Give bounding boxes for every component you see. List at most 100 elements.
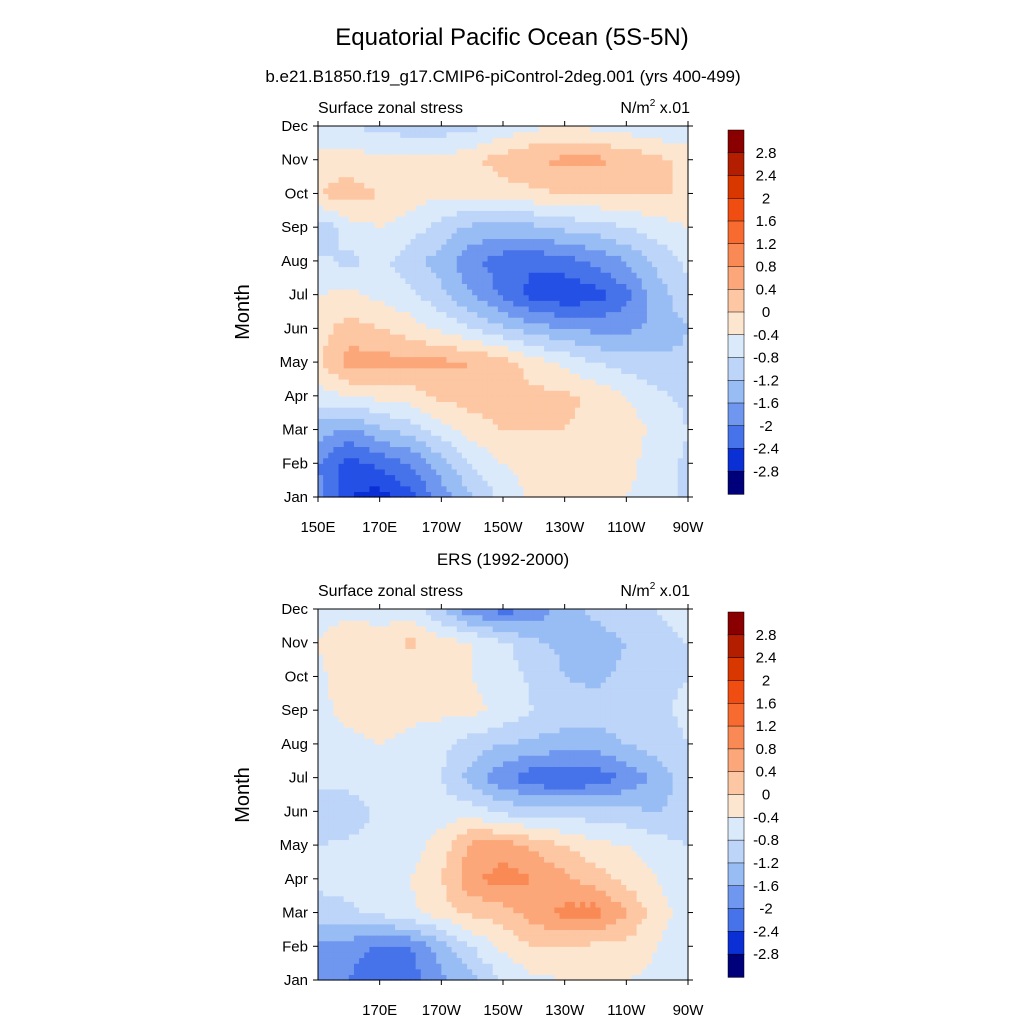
heatmap-cell <box>343 367 350 374</box>
heatmap-cell <box>646 350 653 358</box>
heatmap-cell <box>559 159 566 166</box>
heatmap-cell <box>657 154 663 161</box>
heatmap-cell <box>616 176 622 183</box>
heatmap-cell <box>389 131 396 138</box>
heatmap-cell <box>482 407 489 414</box>
heatmap-cell <box>569 193 576 200</box>
heatmap-cell <box>682 154 689 161</box>
heatmap-cell <box>364 452 370 459</box>
heatmap-cell <box>328 176 335 183</box>
heatmap-cell <box>549 170 555 178</box>
heatmap-cell <box>405 423 412 431</box>
heatmap-cell <box>472 300 478 307</box>
heatmap-cell <box>574 474 581 481</box>
heatmap-cell <box>585 407 591 414</box>
heatmap-cell <box>477 485 484 492</box>
heatmap-cell <box>323 407 329 414</box>
heatmap-cell <box>318 356 324 363</box>
heatmap-cell <box>477 170 484 178</box>
heatmap-cell <box>538 480 545 487</box>
heatmap-cell <box>446 373 453 380</box>
heatmap-cell <box>549 418 555 425</box>
heatmap-cell <box>364 238 370 245</box>
heatmap-cell <box>508 485 514 492</box>
heatmap-cell <box>338 463 345 470</box>
heatmap-cell <box>652 395 658 403</box>
colorbar-box <box>727 334 745 359</box>
heatmap-cell <box>528 429 535 436</box>
heatmap-cell <box>405 176 412 183</box>
heatmap-cell <box>456 407 463 414</box>
heatmap-cell <box>431 457 437 464</box>
heatmap-cell <box>456 350 463 358</box>
heatmap-cell <box>461 480 468 487</box>
heatmap-cell <box>353 199 360 206</box>
heatmap-cell <box>616 266 622 273</box>
heatmap-cell <box>605 491 612 498</box>
heatmap-cell <box>682 446 689 453</box>
heatmap-cell <box>682 474 689 481</box>
heatmap-cell <box>384 244 391 251</box>
heatmap-cell <box>482 142 489 150</box>
heatmap-cell <box>574 300 581 307</box>
heatmap-cell <box>338 468 345 476</box>
heatmap-cell <box>662 165 669 172</box>
heatmap-cell <box>549 272 555 279</box>
heatmap-cell <box>616 249 622 256</box>
heatmap-cell <box>616 474 622 481</box>
heatmap-cell <box>338 395 345 403</box>
heatmap-cell <box>456 446 463 453</box>
heatmap-cell <box>544 452 550 459</box>
heatmap-cell <box>600 131 607 138</box>
heatmap-cell <box>657 333 663 341</box>
heatmap-cell <box>359 328 365 335</box>
heatmap-cell <box>369 165 376 172</box>
heatmap-cell <box>441 317 448 324</box>
heatmap-cell <box>425 435 432 442</box>
heatmap-cell <box>667 170 674 178</box>
heatmap-cell <box>657 170 663 178</box>
heatmap-cell <box>338 418 345 425</box>
heatmap-cell <box>482 390 489 397</box>
heatmap-cell <box>646 193 653 200</box>
heatmap-cell <box>626 412 633 419</box>
heatmap-cell <box>379 322 386 329</box>
heatmap-cell <box>580 345 586 352</box>
heatmap-cell <box>323 266 329 273</box>
heatmap-cell <box>641 356 648 363</box>
heatmap-cell <box>544 474 550 481</box>
heatmap-cell <box>657 491 663 498</box>
heatmap-cell <box>657 176 663 183</box>
heatmap-cell <box>389 165 396 172</box>
heatmap-cell <box>374 170 381 178</box>
heatmap-cell <box>554 142 561 150</box>
y-tick-label: Jan <box>284 489 308 506</box>
heatmap-cell <box>497 289 504 296</box>
heatmap-cell <box>646 974 653 981</box>
heatmap-cell <box>446 266 453 273</box>
heatmap-cell <box>467 300 473 307</box>
heatmap-cell <box>646 440 653 448</box>
heatmap-cell <box>343 485 350 492</box>
heatmap-cell <box>369 429 376 436</box>
heatmap-cell <box>467 435 473 442</box>
heatmap-cell <box>682 457 689 464</box>
heatmap-cell <box>518 367 525 374</box>
heatmap-cell <box>580 283 586 290</box>
heatmap-cell <box>580 423 586 431</box>
heatmap-cell <box>657 350 663 358</box>
heatmap-cell <box>348 244 355 251</box>
heatmap-cell <box>631 968 638 975</box>
heatmap-cell <box>451 289 458 296</box>
panel-units-label-model: N/m2 x.01 <box>620 98 690 117</box>
heatmap-cell <box>395 356 401 363</box>
heatmap-cell <box>425 407 432 414</box>
heatmap-cell <box>518 277 525 284</box>
heatmap-cell <box>657 221 663 228</box>
panel-units-label-obs: N/m2 x.01 <box>620 581 690 600</box>
heatmap-cell <box>497 485 504 492</box>
heatmap-cell <box>425 266 432 273</box>
heatmap-cell <box>359 974 365 981</box>
heatmap-cell <box>497 272 504 279</box>
heatmap-cell <box>359 221 365 228</box>
